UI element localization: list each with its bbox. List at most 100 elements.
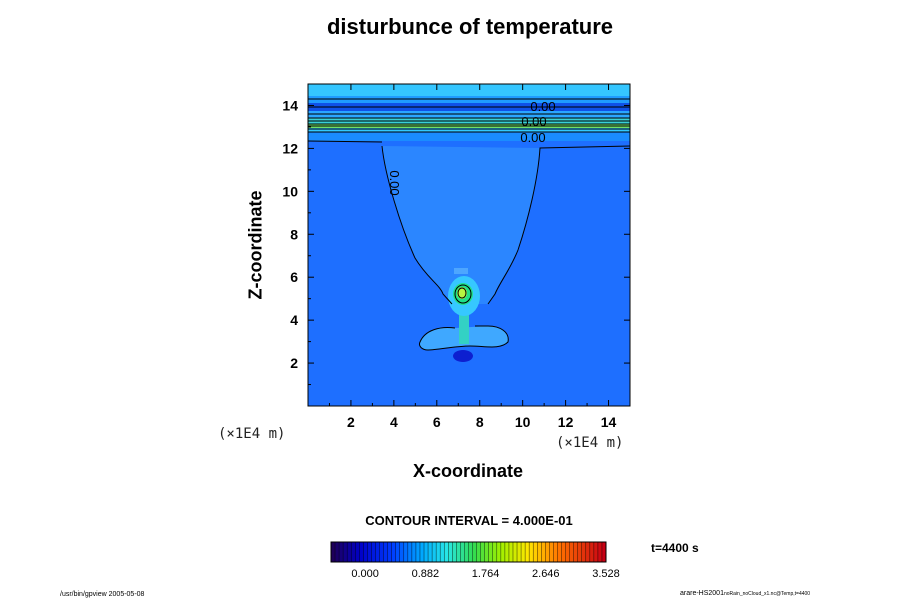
colorbar-swatch xyxy=(557,542,562,562)
colorbar-swatch xyxy=(359,542,364,562)
colorbar-swatch xyxy=(355,542,360,562)
colorbar-swatch xyxy=(395,542,401,562)
colorbar-swatch xyxy=(375,542,380,562)
colorbar-swatch xyxy=(391,542,397,562)
colorbar-swatch xyxy=(472,542,477,562)
x-axis-label: X-coordinate xyxy=(412,461,524,481)
x-axis-unit: (×1E4 m) xyxy=(556,435,624,451)
upper-band-7 xyxy=(308,128,630,132)
footer-right: arare-HS2001noRain_noCloud_x1.nc@Temp,t=… xyxy=(680,590,810,597)
colorbar-swatch xyxy=(379,542,384,562)
colorbar-swatch xyxy=(593,542,599,562)
y-tick-label: 8 xyxy=(290,226,298,242)
y-tick-label: 6 xyxy=(290,269,298,285)
time-label: t=4400 s xyxy=(651,541,699,555)
upper-band xyxy=(308,84,630,96)
colorbar-swatch xyxy=(339,542,344,562)
y-tick-label: 2 xyxy=(290,355,298,371)
y-tick-label: 12 xyxy=(282,140,298,156)
core-column xyxy=(459,300,469,344)
colorbar-swatch xyxy=(444,542,449,562)
colorbar-swatch xyxy=(335,542,340,562)
colorbar-swatch xyxy=(561,542,566,562)
colorbar-swatch xyxy=(537,542,542,562)
colorbar-swatch xyxy=(456,542,461,562)
colorbar-swatch xyxy=(521,542,526,562)
colorbar-swatch xyxy=(363,542,368,562)
colorbar-swatch xyxy=(545,542,550,562)
x-tick-label: 8 xyxy=(476,414,484,430)
colorbar-swatch xyxy=(577,542,583,562)
colorbar-swatch xyxy=(601,542,607,562)
contour-outflow xyxy=(419,325,509,351)
colorbar-swatch xyxy=(565,542,570,562)
colorbar-swatch xyxy=(452,542,457,562)
colorbar-swatch xyxy=(500,542,506,562)
contour-labels: 0.000.000.000.00 xyxy=(387,99,556,196)
colorbar-swatch xyxy=(480,542,485,562)
contour-label: 0.00 xyxy=(521,114,546,129)
contour-interval-label: CONTOUR INTERVAL = 4.000E-01 xyxy=(365,513,573,528)
colorbar-swatch xyxy=(343,542,348,562)
colorbar-swatch xyxy=(440,542,445,562)
colorbar-swatch xyxy=(383,542,388,562)
colorbar-swatch xyxy=(525,542,530,562)
x-tick-label: 2 xyxy=(347,414,355,430)
colorbar-swatch xyxy=(399,542,405,562)
colorbar-swatch xyxy=(407,542,413,562)
colorbar-swatch xyxy=(351,542,356,562)
colorbar-swatch xyxy=(432,542,437,562)
colorbar-swatch xyxy=(331,542,336,562)
x-tick-label: 10 xyxy=(515,414,531,430)
colorbar-swatch xyxy=(387,542,392,562)
colorbar-swatch xyxy=(411,542,417,562)
colorbar-swatch xyxy=(464,542,469,562)
colorbar-swatch xyxy=(549,542,554,562)
colorbar-swatch xyxy=(508,542,514,562)
colorbar-swatch xyxy=(581,542,587,562)
colorbar-swatch xyxy=(436,542,441,562)
contour-core-2 xyxy=(457,287,467,299)
colorbar-tick-label: 3.528 xyxy=(592,568,620,580)
y-axis-ticks: 2 4 6 8 10 12 14 xyxy=(282,97,630,386)
upper-band-8 xyxy=(308,132,630,141)
colorbar-swatch xyxy=(415,542,421,562)
colorbar-swatch xyxy=(484,542,490,562)
colorbar-swatch xyxy=(419,542,425,562)
x-tick-label: 4 xyxy=(390,414,398,430)
colorbar-swatch xyxy=(504,542,510,562)
colorbar-swatch xyxy=(468,542,473,562)
core-top xyxy=(454,268,468,274)
core-inner xyxy=(457,287,467,299)
colorbar-swatch xyxy=(492,542,498,562)
colorbar-swatch xyxy=(553,542,558,562)
colorbar-swatch xyxy=(347,542,352,562)
plume-region xyxy=(382,146,540,304)
cold-spot xyxy=(453,350,473,362)
contour-lines xyxy=(308,98,630,351)
colorbar-swatch xyxy=(424,542,429,562)
colorbar-swatch xyxy=(585,542,591,562)
colorbar-swatch xyxy=(428,542,433,562)
chart-title: disturbunce of temperature xyxy=(326,14,614,39)
contour-label: 0.00 xyxy=(530,99,555,114)
colorbar-swatch xyxy=(589,542,595,562)
contour-label: 0.00 xyxy=(520,130,545,145)
x-tick-label: 12 xyxy=(558,414,574,430)
y-tick-label: 14 xyxy=(282,97,298,113)
colorbar-swatch xyxy=(573,542,578,562)
footer-right-sub: noRain_noCloud_x1.nc@Temp,t=4400 xyxy=(723,591,811,597)
colorbar-swatch xyxy=(496,542,502,562)
colorbar-swatch xyxy=(403,542,409,562)
colorbar-tick-label: 0.882 xyxy=(412,568,440,580)
field-layer xyxy=(308,84,630,406)
colorbar-swatch xyxy=(367,542,372,562)
colorbar-swatch xyxy=(569,542,574,562)
contour-plume xyxy=(381,145,630,305)
y-axis-unit: (×1E4 m) xyxy=(218,426,286,442)
y-axis-label: Z-coordinate xyxy=(245,190,266,300)
x-tick-label: 14 xyxy=(601,414,617,430)
colorbar-swatch xyxy=(597,542,603,562)
colorbar-swatch xyxy=(371,542,376,562)
